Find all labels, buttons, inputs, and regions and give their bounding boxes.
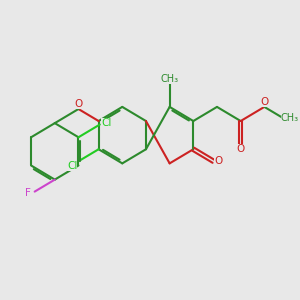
Text: CH₃: CH₃ (280, 113, 299, 123)
Text: O: O (214, 156, 223, 166)
Text: Cl: Cl (101, 118, 111, 128)
Text: O: O (261, 97, 269, 106)
Text: Cl: Cl (67, 160, 77, 170)
Text: O: O (236, 144, 245, 154)
Text: F: F (26, 188, 31, 198)
Text: O: O (74, 99, 83, 109)
Text: CH₃: CH₃ (160, 74, 179, 84)
